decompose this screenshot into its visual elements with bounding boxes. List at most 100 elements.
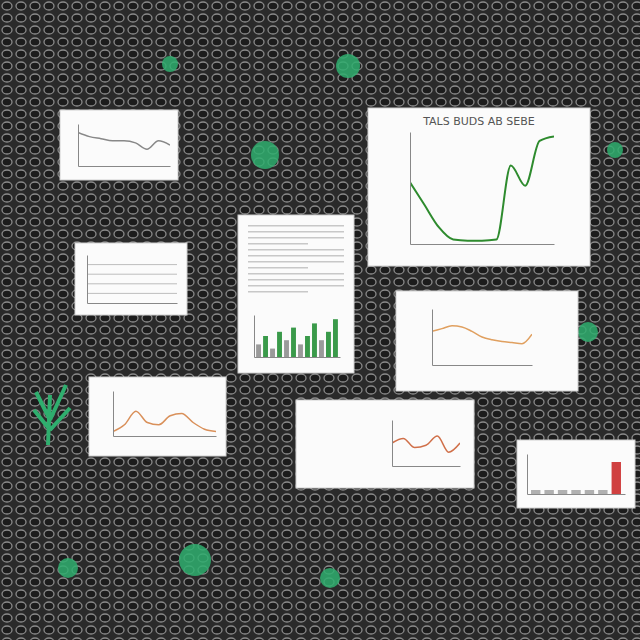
green-blob [58, 558, 78, 578]
green-blob [607, 142, 623, 158]
axis-line [255, 357, 341, 358]
marks [113, 411, 216, 431]
marks [432, 326, 532, 344]
panel-background [60, 110, 178, 180]
bar [326, 332, 331, 357]
y-axis [392, 421, 393, 467]
y-axis [78, 125, 79, 167]
axis-line [88, 303, 178, 304]
plot-area [432, 310, 533, 366]
axis-line [410, 133, 411, 245]
text-line [248, 285, 344, 287]
panel-background [296, 400, 474, 488]
chart-panel [296, 400, 474, 488]
bar [612, 462, 621, 494]
grid-line [87, 293, 177, 294]
bar [544, 490, 553, 494]
y-axis [527, 455, 528, 495]
y-axis [87, 256, 88, 304]
axis-line [254, 316, 255, 358]
plot-area [410, 133, 555, 245]
plot-area [78, 125, 171, 167]
document-lines [248, 225, 344, 293]
x-axis [528, 494, 626, 495]
text-line [248, 267, 308, 269]
axis-line [433, 365, 533, 366]
bar [277, 332, 282, 357]
panel-background [89, 377, 226, 456]
chart-panel [396, 291, 578, 391]
green-blob [251, 141, 279, 169]
bar [312, 323, 317, 357]
bar [558, 490, 567, 494]
panel-background [75, 243, 187, 315]
axis-line [392, 421, 393, 467]
x-axis [88, 303, 178, 304]
bar [333, 319, 338, 357]
plot-area [255, 316, 341, 358]
plot-area [113, 392, 217, 437]
bar [270, 349, 275, 357]
text-line [248, 243, 308, 245]
x-axis [433, 365, 533, 366]
bar [256, 344, 261, 357]
x-axis [393, 466, 461, 467]
bar [585, 490, 594, 494]
bar [291, 328, 296, 357]
line [410, 136, 554, 240]
axis-line [411, 244, 555, 245]
line [392, 436, 460, 452]
text-line [248, 249, 344, 251]
bar [531, 490, 540, 494]
marks [256, 319, 338, 357]
text-line [248, 273, 344, 275]
axis-line [87, 256, 88, 304]
bar [571, 490, 580, 494]
y-axis [410, 133, 411, 245]
y-axis [113, 392, 114, 437]
x-axis [255, 357, 341, 358]
panel-background [517, 440, 635, 508]
plot-area [528, 455, 626, 495]
text-line [248, 261, 344, 263]
grid-line [87, 283, 177, 284]
chart-panel [238, 215, 354, 373]
axis-line [113, 392, 114, 437]
text-line [248, 231, 344, 233]
plant [34, 385, 70, 445]
panel-background [368, 108, 590, 266]
axis-line [114, 436, 217, 437]
plot-area [87, 256, 178, 304]
axis-line [527, 455, 528, 495]
green-blob [162, 56, 178, 72]
y-axis [254, 316, 255, 358]
axis-line [79, 166, 171, 167]
chart-panel [89, 377, 226, 456]
x-axis [114, 436, 217, 437]
text-line [248, 279, 344, 281]
text-line [248, 291, 308, 293]
line [78, 132, 170, 149]
line [113, 411, 216, 431]
bar [263, 336, 268, 357]
bar [298, 344, 303, 357]
marks [78, 132, 170, 149]
chart-panel [75, 243, 187, 315]
y-axis [432, 310, 433, 366]
bar [305, 336, 310, 357]
marks [410, 136, 554, 240]
bar [284, 340, 289, 357]
plot-area [392, 421, 461, 467]
chart-panel: TALS BUDS AB SEBE [368, 108, 590, 266]
grid-line [87, 264, 177, 265]
x-axis [411, 244, 555, 245]
axis-line [78, 125, 79, 167]
grid [87, 265, 177, 294]
grid-line [87, 274, 177, 275]
text-line [248, 237, 344, 239]
marks [392, 436, 460, 452]
chart-title: TALS BUDS AB SEBE [422, 115, 535, 128]
marks [531, 462, 621, 494]
green-blob [320, 568, 340, 588]
bar [598, 490, 607, 494]
